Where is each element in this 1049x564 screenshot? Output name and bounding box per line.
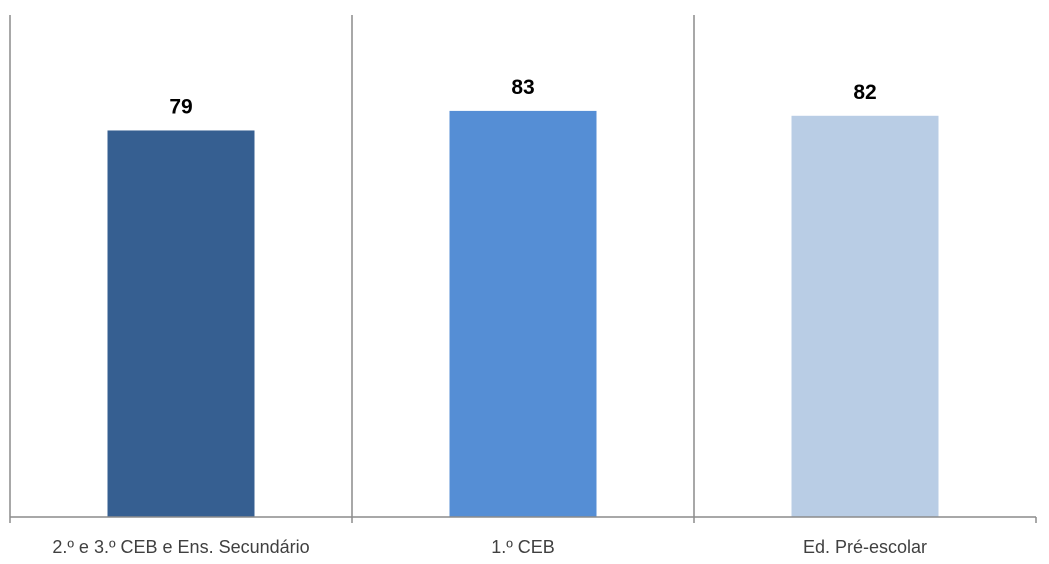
x-tick-label: 2.º e 3.º CEB e Ens. Secundário xyxy=(52,537,309,557)
category-labels: 2.º e 3.º CEB e Ens. Secundário 1.º CEB Ed… xyxy=(52,537,927,557)
category-separators xyxy=(351,15,695,517)
x-tick-label: Ed. Pré-escolar xyxy=(803,537,927,557)
data-label: 83 xyxy=(511,76,534,99)
bar xyxy=(449,110,597,518)
data-label: 79 xyxy=(169,95,192,118)
bar xyxy=(791,115,939,518)
x-tick-label: 1.º CEB xyxy=(491,537,555,557)
data-label: 82 xyxy=(853,81,876,104)
bars xyxy=(107,110,939,518)
value-labels: 79 83 82 xyxy=(169,76,876,119)
bar xyxy=(107,130,255,517)
axes xyxy=(9,15,1037,523)
